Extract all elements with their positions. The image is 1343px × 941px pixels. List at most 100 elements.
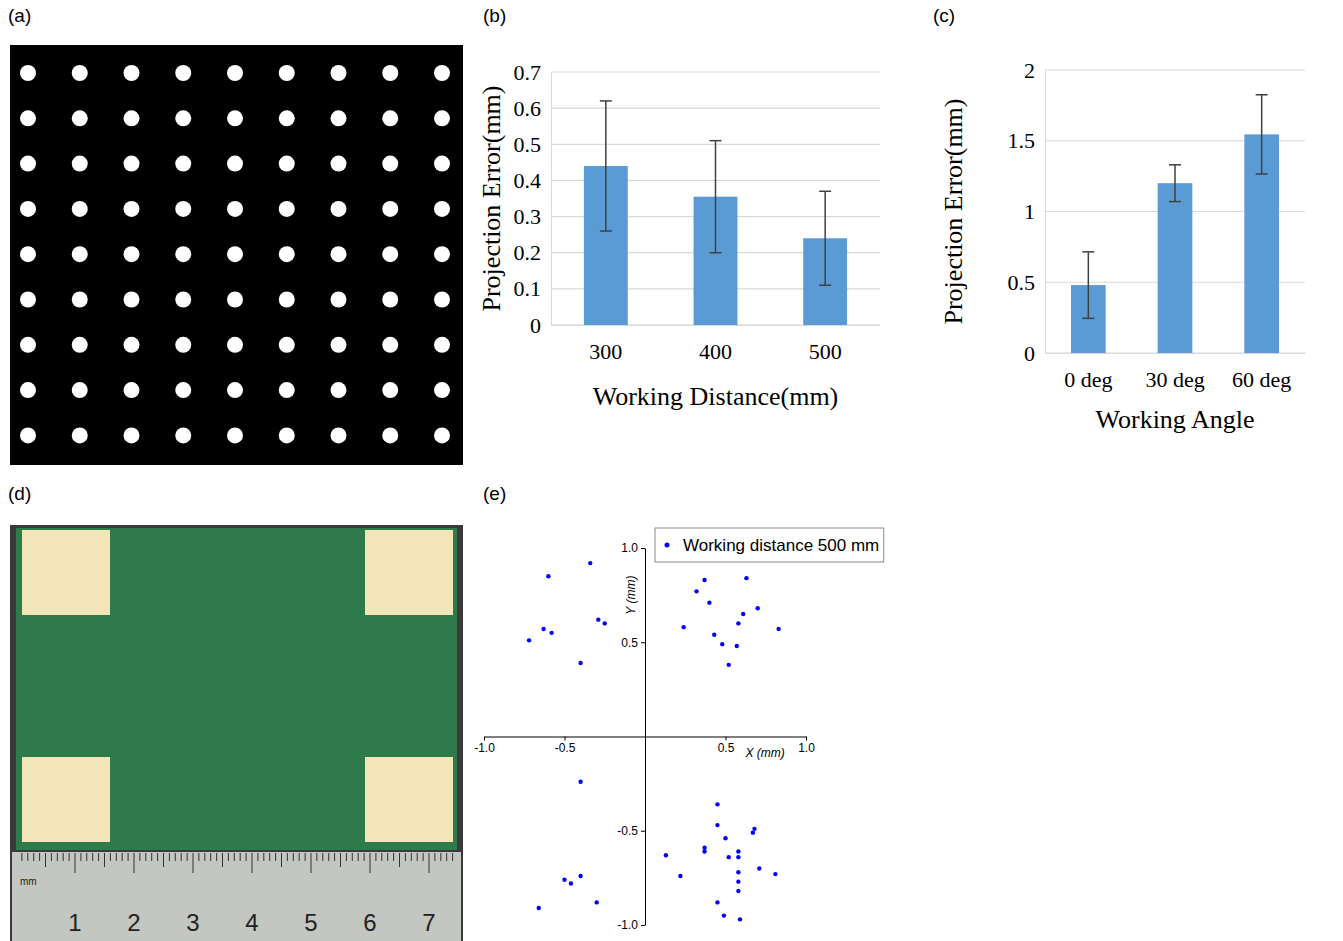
ruler-tick bbox=[240, 853, 241, 861]
dot bbox=[382, 201, 398, 217]
ruler-tick bbox=[187, 853, 188, 861]
y-tick: 0.4 bbox=[514, 168, 552, 193]
x-tick-label: 1.0 bbox=[798, 741, 815, 755]
dot bbox=[382, 110, 398, 126]
ruler-tick bbox=[128, 853, 129, 861]
dot bbox=[175, 292, 191, 308]
ruler-tick bbox=[98, 853, 99, 861]
ruler-tick bbox=[417, 853, 418, 861]
point bbox=[735, 644, 739, 648]
y-axis: -1.0-0.50.51.0 bbox=[617, 541, 645, 932]
dot bbox=[279, 382, 295, 398]
error-bar bbox=[1261, 95, 1263, 174]
ruler-tick bbox=[399, 853, 400, 867]
point bbox=[720, 642, 724, 646]
dot bbox=[124, 382, 140, 398]
dot bbox=[124, 427, 140, 443]
ruler-tick bbox=[21, 853, 22, 861]
y-axis-line bbox=[645, 549, 646, 926]
dot bbox=[331, 427, 347, 443]
x-tick: 0 deg bbox=[1064, 353, 1112, 392]
y-tick: 2 bbox=[1024, 58, 1045, 83]
dot bbox=[331, 110, 347, 126]
ruler-tick bbox=[429, 853, 430, 873]
ruler-tick bbox=[198, 853, 199, 861]
dot bbox=[124, 110, 140, 126]
ruler-tick bbox=[33, 853, 34, 861]
error-bar bbox=[1088, 252, 1090, 319]
legend-box bbox=[655, 528, 884, 562]
dot bbox=[279, 110, 295, 126]
y-tick-mark bbox=[641, 831, 645, 832]
dot bbox=[279, 246, 295, 262]
figure: (a)(d)mm1234567(b)00.10.20.30.40.50.60.7… bbox=[0, 0, 1343, 941]
panel-label: (b) bbox=[483, 5, 506, 26]
y-tick: 1.0 bbox=[621, 541, 645, 555]
dot bbox=[72, 65, 88, 81]
bars bbox=[584, 101, 847, 325]
dot bbox=[331, 292, 347, 308]
dot bbox=[124, 292, 140, 308]
dot bbox=[279, 337, 295, 353]
x-tick-mark bbox=[806, 737, 807, 741]
point bbox=[752, 827, 756, 831]
point bbox=[776, 627, 780, 631]
dot bbox=[175, 65, 191, 81]
ruler-tick bbox=[57, 853, 58, 861]
ruler-tick bbox=[352, 853, 353, 861]
dot bbox=[227, 382, 243, 398]
ruler-tick bbox=[275, 853, 276, 861]
dot bbox=[279, 65, 295, 81]
dot bbox=[434, 246, 450, 262]
error-cap-high bbox=[1082, 251, 1094, 253]
dot bbox=[434, 292, 450, 308]
x-tick-label: 500 bbox=[809, 339, 842, 364]
dot bbox=[382, 65, 398, 81]
dot bbox=[72, 156, 88, 172]
dot bbox=[124, 337, 140, 353]
y-tick: 1 bbox=[1024, 199, 1045, 224]
dot bbox=[382, 337, 398, 353]
point bbox=[527, 638, 531, 642]
dot bbox=[331, 382, 347, 398]
point bbox=[736, 889, 740, 893]
y-tick-label: 0.6 bbox=[514, 96, 542, 121]
point bbox=[727, 663, 731, 667]
grid-line bbox=[1045, 69, 1305, 70]
dot bbox=[124, 201, 140, 217]
dot bbox=[227, 292, 243, 308]
dot bbox=[227, 156, 243, 172]
point bbox=[722, 913, 726, 917]
dot bbox=[20, 246, 36, 262]
dot bbox=[20, 110, 36, 126]
bars bbox=[1071, 95, 1279, 353]
x-axis-title: X (mm) bbox=[745, 746, 785, 760]
dot bbox=[175, 382, 191, 398]
x-axis: 0 deg30 deg60 deg bbox=[1046, 353, 1306, 392]
y-tick-mark bbox=[641, 548, 645, 549]
point bbox=[757, 866, 761, 870]
ruler-tick bbox=[411, 853, 412, 861]
y-tick: 1.5 bbox=[1008, 128, 1046, 153]
dot bbox=[434, 337, 450, 353]
photo-frame bbox=[10, 525, 463, 941]
point bbox=[546, 574, 550, 578]
ruler-tick bbox=[257, 853, 258, 861]
ruler-tick bbox=[305, 853, 306, 861]
point bbox=[578, 661, 582, 665]
point bbox=[588, 561, 592, 565]
dot bbox=[227, 246, 243, 262]
y-tick-label: 1.0 bbox=[621, 541, 638, 555]
point bbox=[578, 874, 582, 878]
ruler-tick bbox=[434, 853, 435, 861]
x-axis-title: Working Angle bbox=[1096, 405, 1255, 434]
ruler-tick bbox=[45, 853, 46, 867]
ruler-tick bbox=[440, 853, 441, 861]
ruler-tick bbox=[316, 853, 317, 861]
ruler-tick bbox=[86, 853, 87, 861]
ruler-label: 4 bbox=[245, 909, 258, 936]
point bbox=[736, 621, 740, 625]
x-tick-label: -1.0 bbox=[474, 741, 495, 755]
ruler-tick bbox=[405, 853, 406, 861]
dot bbox=[175, 337, 191, 353]
